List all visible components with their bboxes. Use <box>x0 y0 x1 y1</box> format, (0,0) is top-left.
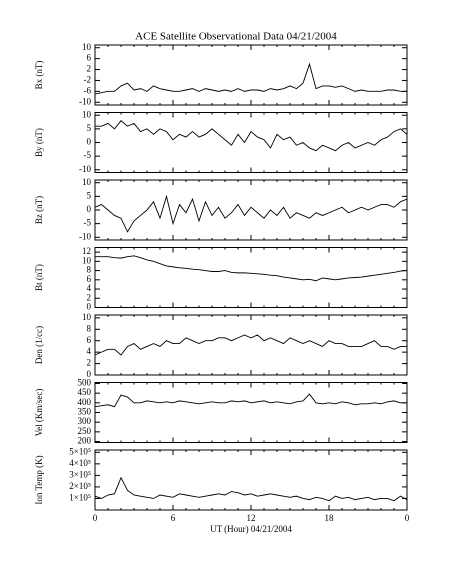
y-tick-label: 10 <box>82 42 92 52</box>
y-tick-label: 450 <box>78 387 92 397</box>
y-tick-label: 2 <box>87 292 92 302</box>
data-line <box>95 255 408 282</box>
data-line <box>94 194 408 233</box>
y-tick-label: 3×10⁵ <box>69 469 91 479</box>
y-tick-label: 5 <box>87 190 92 200</box>
plot-frame <box>94 44 408 106</box>
y-tick-label: 200 <box>78 436 92 446</box>
y-axis-label: Vel (Km/sec) <box>34 389 44 437</box>
data-line <box>94 62 407 95</box>
y-axis-label: Den (1/cc) <box>34 326 44 364</box>
y-tick-label: 0 <box>87 302 92 312</box>
y-axis-label: Bx (nT) <box>34 61 44 90</box>
y-tick-label: -10 <box>79 96 91 106</box>
y-tick-label: 2 <box>87 64 92 74</box>
y-tick-label: 0 <box>87 137 92 147</box>
x-axis-label: UT (Hour) 04/21/2004 <box>210 524 292 534</box>
data-line <box>94 393 407 408</box>
y-axis-label: Ion Temp (K) <box>34 455 44 504</box>
x-tick-label: 0 <box>405 513 410 523</box>
y-tick-label: 0 <box>87 204 92 214</box>
y-tick-label: 2×10⁵ <box>69 481 91 491</box>
x-tick-label: 12 <box>247 513 256 523</box>
y-tick-label: -5 <box>84 218 92 228</box>
y-tick-label: -10 <box>79 231 91 241</box>
plot-frame <box>94 449 408 511</box>
y-tick-label: 5 <box>87 123 92 133</box>
y-tick-label: 5×10⁵ <box>69 446 91 456</box>
x-tick-label: 0 <box>93 513 98 523</box>
data-line <box>94 334 407 356</box>
x-tick-label: 6 <box>171 513 176 523</box>
y-tick-label: 4 <box>87 346 92 356</box>
y-tick-label: 6 <box>87 53 92 63</box>
y-tick-label: 250 <box>78 426 92 436</box>
data-line <box>95 120 408 152</box>
chart-title: ACE Satellite Observational Data 04/21/2… <box>135 31 337 43</box>
y-tick-label: 8 <box>87 265 92 275</box>
y-tick-label: 350 <box>78 407 92 417</box>
y-tick-label: 300 <box>78 416 92 426</box>
y-tick-label: 10 <box>82 255 92 265</box>
y-tick-label: -6 <box>84 85 92 95</box>
y-tick-label: 10 <box>82 177 92 187</box>
y-tick-label: 0 <box>87 369 92 379</box>
y-tick-label: 500 <box>78 378 92 388</box>
plot-frame <box>94 382 408 443</box>
y-axis-label: Bz (nT) <box>34 196 44 224</box>
plot-frame <box>94 112 408 173</box>
y-axis-label: By (nT) <box>34 128 44 157</box>
y-tick-label: -10 <box>79 164 91 174</box>
plot-frame <box>94 179 408 241</box>
y-tick-label: 4 <box>87 283 92 293</box>
y-tick-label: 12 <box>82 246 91 256</box>
y-axis-label: Bt (nT) <box>34 264 44 291</box>
y-tick-label: 6 <box>87 274 92 284</box>
y-tick-label: -5 <box>84 150 92 160</box>
y-tick-label: 4×10⁵ <box>69 458 91 468</box>
y-tick-label: 1×10⁵ <box>69 493 91 503</box>
y-tick-label: 10 <box>82 312 92 322</box>
plot-frame <box>94 314 408 376</box>
y-tick-label: 400 <box>78 397 92 407</box>
y-tick-label: 8 <box>87 323 92 333</box>
y-tick-label: 6 <box>87 335 92 345</box>
y-tick-label: 2 <box>87 358 92 368</box>
x-tick-label: 18 <box>325 513 335 523</box>
data-line <box>94 476 408 502</box>
y-tick-label: 10 <box>82 109 92 119</box>
y-tick-label: -2 <box>84 75 92 85</box>
